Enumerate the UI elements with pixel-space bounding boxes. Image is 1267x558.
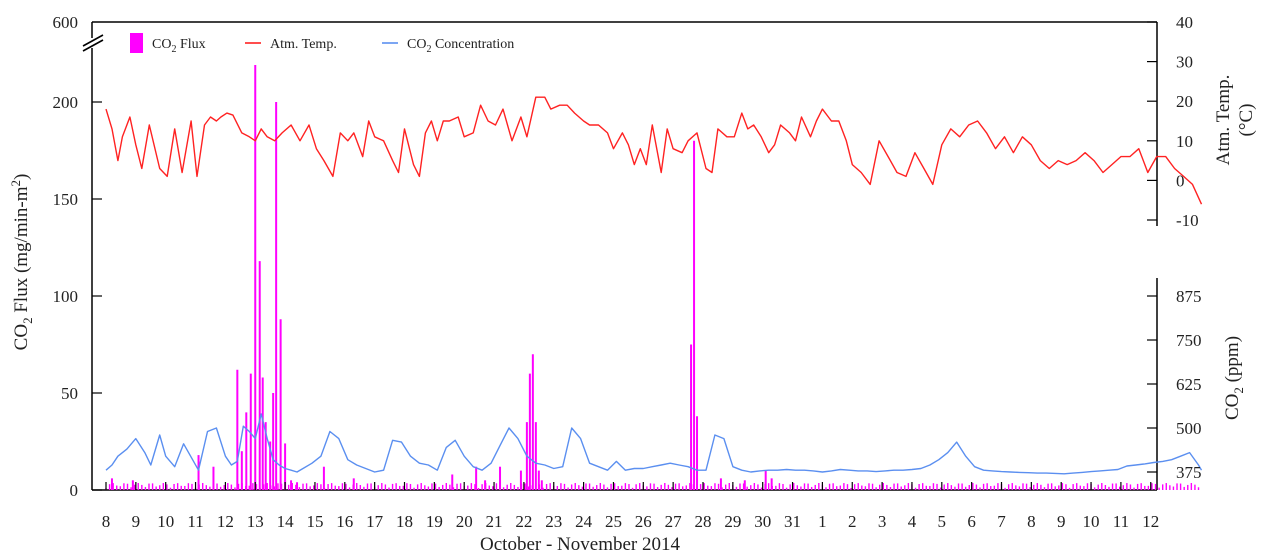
left-y-axis-title-part: CO bbox=[11, 324, 32, 350]
x-tick-label: 8 bbox=[102, 512, 111, 531]
x-tick-label: 6 bbox=[967, 512, 976, 531]
co2-concentration-series bbox=[105, 413, 1203, 475]
legend-label-part: CO bbox=[152, 37, 171, 52]
legend-label-part: Flux bbox=[176, 37, 205, 52]
right-co2-tick-label: 500 bbox=[1176, 419, 1202, 438]
x-tick-label: 26 bbox=[635, 512, 652, 531]
x-tick-label: 8 bbox=[1027, 512, 1036, 531]
x-tick-label: 23 bbox=[545, 512, 562, 531]
right-temp-axis-title-line2: (°C) bbox=[1236, 104, 1257, 137]
right-co2-tick-label: 875 bbox=[1176, 287, 1202, 306]
legend-label-sub: 2 bbox=[171, 44, 176, 55]
co2-concentration-line bbox=[105, 413, 1203, 475]
right-co2-axis-title-sub: 2 bbox=[1231, 387, 1246, 394]
left-y-axis-title-part: ) bbox=[11, 174, 32, 180]
x-tick-label: 20 bbox=[456, 512, 473, 531]
x-tick-label: 31 bbox=[784, 512, 801, 531]
left-y-tick-label: 100 bbox=[53, 287, 79, 306]
x-axis-title: October - November 2014 bbox=[480, 534, 680, 555]
x-tick-label: 28 bbox=[695, 512, 712, 531]
x-tick-label: 15 bbox=[306, 512, 323, 531]
x-tick-label: 12 bbox=[217, 512, 234, 531]
right-temp-tick-label: -10 bbox=[1176, 211, 1199, 230]
legend-label: CO2 Concentration bbox=[407, 37, 514, 55]
x-tick-label: 13 bbox=[247, 512, 264, 531]
right-temp-tick-label: 10 bbox=[1176, 132, 1193, 151]
left-y-tick-label: 50 bbox=[61, 384, 78, 403]
x-tick-label: 19 bbox=[426, 512, 443, 531]
x-tick-label: 11 bbox=[187, 512, 203, 531]
right-co2-tick-label: 750 bbox=[1176, 331, 1202, 350]
right-co2-axis-title-part: CO bbox=[1222, 394, 1243, 420]
right-co2-axis-title: CO2 (ppm) bbox=[1222, 336, 1246, 420]
legend-label-part: Concentration bbox=[431, 37, 514, 52]
co2-flux-series bbox=[105, 65, 1200, 490]
x-tick-label: 29 bbox=[724, 512, 741, 531]
right-co2-axis-title-part: (ppm) bbox=[1222, 336, 1243, 387]
x-tick-label: 10 bbox=[1083, 512, 1100, 531]
x-tick-label: 7 bbox=[997, 512, 1006, 531]
x-tick-label: 18 bbox=[396, 512, 413, 531]
right-co2-tick-label: 375 bbox=[1176, 463, 1202, 482]
x-tick-label: 1 bbox=[818, 512, 827, 531]
x-tick-label: 27 bbox=[665, 512, 683, 531]
left-y-tick-label: 200 bbox=[53, 93, 79, 112]
left-y-axis-title-part: Flux (mg/min-m bbox=[11, 186, 32, 317]
x-tick-label: 9 bbox=[1057, 512, 1066, 531]
x-tick-label: 5 bbox=[938, 512, 947, 531]
legend-label-part: Atm. Temp. bbox=[270, 37, 337, 52]
x-tick-label: 22 bbox=[515, 512, 532, 531]
axis-break-mark bbox=[82, 34, 104, 47]
x-tick-label: 24 bbox=[575, 512, 593, 531]
legend-label-part: CO bbox=[407, 37, 426, 52]
right-temp-axis-title-line1: Atm. Temp. bbox=[1213, 75, 1234, 166]
x-tick-label: 11 bbox=[1113, 512, 1129, 531]
x-tick-label: 2 bbox=[848, 512, 857, 531]
right-temp-tick-label: 0 bbox=[1176, 171, 1185, 190]
x-tick-label: 30 bbox=[754, 512, 771, 531]
x-tick-label: 4 bbox=[908, 512, 917, 531]
right-temp-tick-label: 40 bbox=[1176, 13, 1193, 32]
right-temp-tick-label: 20 bbox=[1176, 92, 1193, 111]
x-tick-label: 16 bbox=[336, 512, 353, 531]
x-tick-label: 3 bbox=[878, 512, 887, 531]
atm-temp-series bbox=[105, 96, 1203, 205]
x-tick-label: 9 bbox=[132, 512, 141, 531]
atm-temp-line bbox=[105, 96, 1203, 205]
x-tick-label: 25 bbox=[605, 512, 622, 531]
left-y-axis-title-sub: 2 bbox=[20, 317, 35, 324]
x-tick-label: 21 bbox=[486, 512, 503, 531]
x-tick-label: 12 bbox=[1142, 512, 1159, 531]
left-y-axis-title-sup: 2 bbox=[8, 180, 23, 187]
legend-label: CO2 Flux bbox=[152, 37, 206, 55]
left-y-tick-label: 0 bbox=[70, 481, 79, 500]
legend: CO2 Flux Atm. Temp. CO2 Concentration bbox=[130, 33, 514, 55]
legend-swatch-flux bbox=[130, 33, 143, 53]
axis-break-mark bbox=[82, 39, 104, 52]
left-y-axis-title: CO2 Flux (mg/min-m2) bbox=[8, 174, 35, 351]
left-y-broken-top-label: 600 bbox=[53, 13, 79, 32]
plot-frame bbox=[82, 21, 1158, 491]
x-tick-label: 14 bbox=[277, 512, 295, 531]
x-tick-label: 10 bbox=[157, 512, 174, 531]
x-tick-label: 17 bbox=[366, 512, 384, 531]
right-temp-tick-label: 30 bbox=[1176, 53, 1193, 72]
left-y-tick-label: 150 bbox=[53, 190, 79, 209]
right-co2-tick-label: 625 bbox=[1176, 375, 1202, 394]
legend-label-sub: 2 bbox=[426, 44, 431, 55]
legend-label: Atm. Temp. bbox=[270, 37, 337, 52]
